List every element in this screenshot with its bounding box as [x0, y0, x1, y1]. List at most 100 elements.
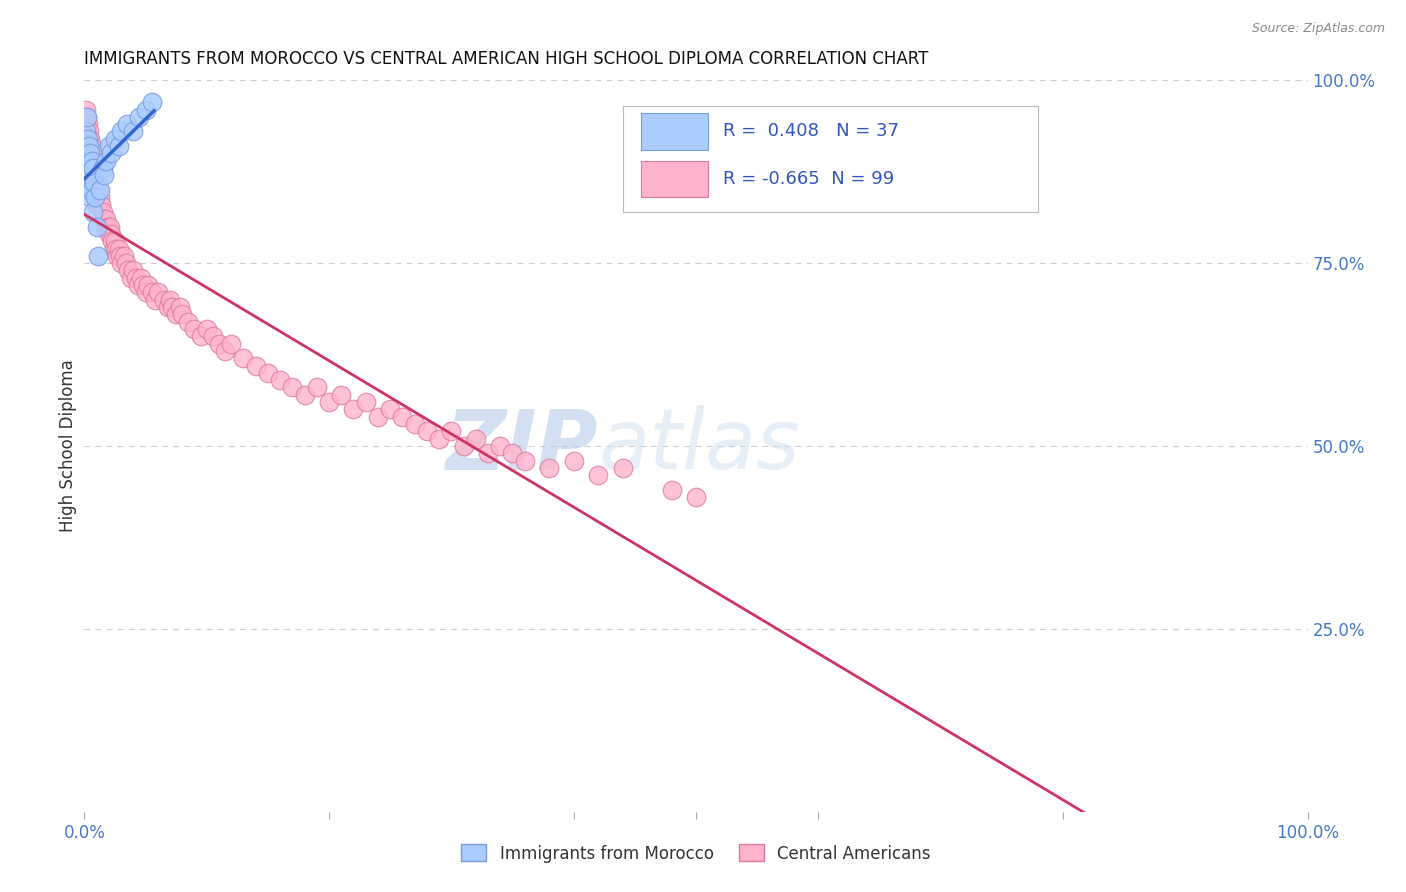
Point [477, 446, 499, 460]
Point [305, 380, 328, 394]
Point [76, 110, 98, 124]
Point [86, 169, 108, 183]
Point [464, 432, 486, 446]
Point [127, 278, 149, 293]
Point [141, 95, 163, 110]
Point [427, 432, 450, 446]
Point [79, 169, 101, 183]
Point [183, 322, 205, 336]
Point [245, 359, 267, 373]
Point [93, 212, 115, 227]
Point [538, 461, 561, 475]
Point [77, 139, 100, 153]
Point [172, 307, 194, 321]
Point [380, 402, 402, 417]
Point [75, 124, 97, 138]
Point [77, 117, 100, 131]
Point [135, 103, 157, 117]
Point [132, 278, 155, 293]
Point [153, 293, 176, 307]
Point [115, 117, 138, 131]
Point [79, 132, 101, 146]
Point [84, 161, 107, 175]
Point [367, 409, 389, 424]
Point [354, 395, 377, 409]
Text: R =  0.408   N = 37: R = 0.408 N = 37 [723, 122, 898, 140]
Point [76, 146, 98, 161]
Point [453, 439, 475, 453]
Point [77, 132, 100, 146]
Point [82, 176, 104, 190]
Point [105, 249, 128, 263]
Text: R = -0.665  N = 99: R = -0.665 N = 99 [723, 170, 894, 188]
Point [122, 263, 145, 277]
Point [214, 343, 236, 358]
Point [195, 322, 218, 336]
FancyBboxPatch shape [641, 113, 709, 150]
Point [97, 227, 120, 241]
FancyBboxPatch shape [641, 161, 709, 197]
Point [87, 249, 110, 263]
Point [416, 425, 439, 439]
Point [76, 161, 98, 175]
Point [80, 153, 103, 168]
Point [91, 161, 114, 175]
Point [404, 417, 426, 431]
Point [125, 270, 148, 285]
Point [77, 124, 100, 138]
Point [84, 190, 107, 204]
Point [79, 146, 101, 161]
Point [77, 169, 100, 183]
Point [77, 161, 100, 175]
Point [110, 124, 132, 138]
Point [83, 176, 105, 190]
Point [100, 227, 122, 241]
Point [75, 124, 97, 138]
Point [77, 183, 100, 197]
Point [294, 388, 316, 402]
Point [685, 490, 707, 504]
Point [98, 219, 121, 234]
Point [87, 183, 110, 197]
Point [489, 439, 512, 453]
Point [661, 483, 683, 497]
Point [586, 468, 609, 483]
Point [513, 453, 536, 467]
Point [342, 402, 364, 417]
Legend: Immigrants from Morocco, Central Americans: Immigrants from Morocco, Central America… [454, 838, 938, 869]
Point [80, 183, 103, 197]
Point [108, 249, 131, 263]
Point [105, 242, 128, 256]
Text: IMMIGRANTS FROM MOROCCO VS CENTRAL AMERICAN HIGH SCHOOL DIPLOMA CORRELATION CHAR: IMMIGRANTS FROM MOROCCO VS CENTRAL AMERI… [84, 50, 929, 68]
Point [96, 212, 118, 227]
Point [80, 169, 103, 183]
Point [104, 234, 127, 248]
Point [86, 219, 108, 234]
Point [122, 124, 145, 138]
Point [129, 270, 152, 285]
Point [107, 139, 129, 153]
Point [83, 153, 105, 168]
Point [112, 249, 135, 263]
Point [101, 234, 124, 248]
Point [208, 336, 231, 351]
Point [82, 146, 104, 161]
Point [75, 139, 97, 153]
Point [162, 300, 184, 314]
Point [219, 336, 242, 351]
Point [104, 132, 127, 146]
Point [146, 285, 169, 300]
Point [562, 453, 585, 467]
Point [330, 388, 353, 402]
Point [177, 315, 200, 329]
Point [110, 256, 132, 270]
Point [115, 256, 138, 270]
Point [86, 197, 108, 211]
Point [97, 139, 120, 153]
Text: atlas: atlas [598, 406, 800, 486]
Point [117, 263, 139, 277]
Point [84, 190, 107, 204]
Point [96, 153, 118, 168]
Point [103, 242, 125, 256]
Point [165, 307, 187, 321]
